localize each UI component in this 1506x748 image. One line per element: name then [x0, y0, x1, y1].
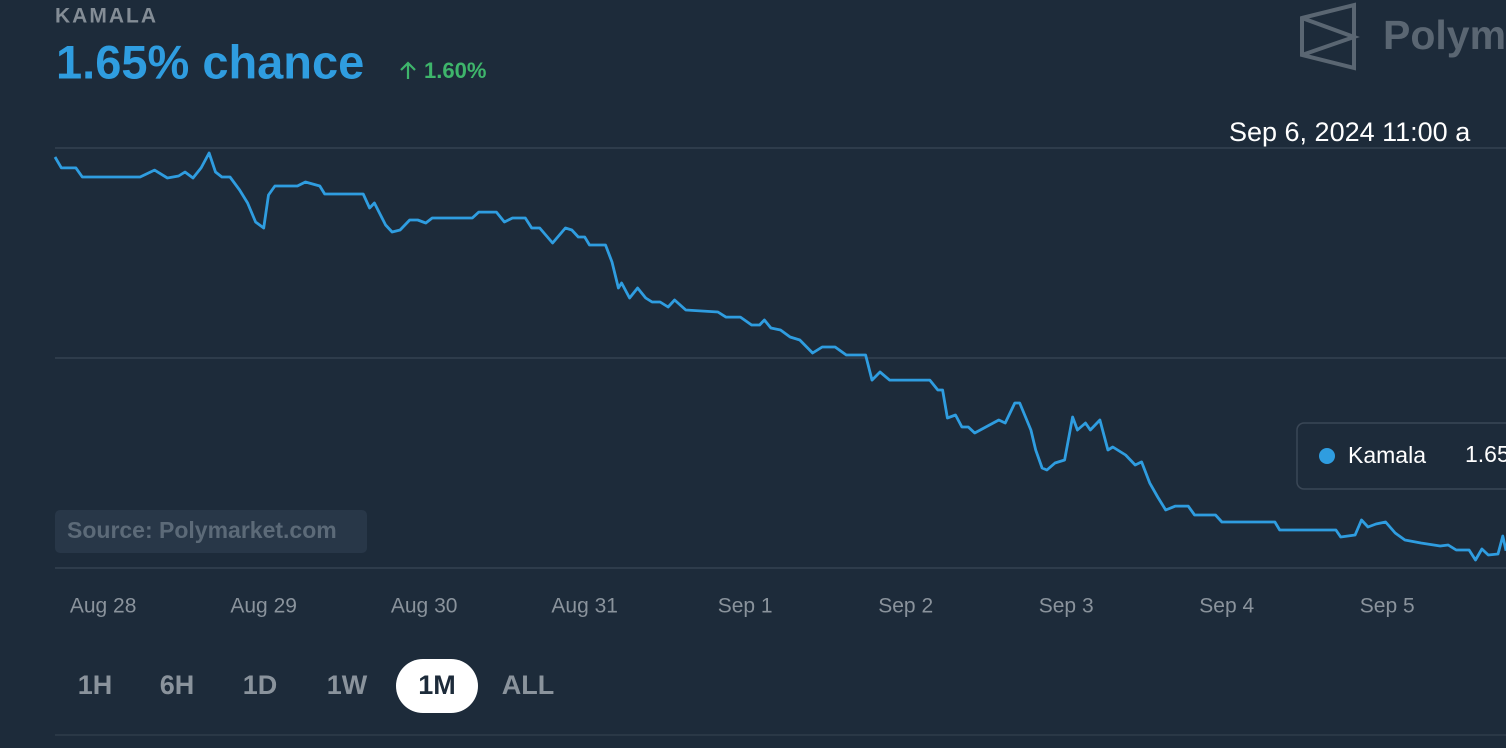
range-button[interactable]: 1D: [243, 670, 278, 700]
up-arrow: [400, 61, 416, 79]
range-button[interactable]: 1W: [327, 670, 368, 700]
legend-label: Kamala: [1348, 442, 1426, 468]
plot: Aug 28 Aug 29 Aug 30 Aug 31 Sep 1 Sep 2 Sep 3 S…: [53, 147, 1506, 618]
x-tick-label: Aug 29: [230, 595, 297, 618]
x-tick-label: Sep 1: [718, 595, 773, 618]
x-tick-label: Sep 4: [1199, 595, 1254, 618]
change: 1.60%: [424, 58, 486, 83]
legend: Kamala: [1319, 442, 1426, 468]
range-button[interactable]: 1M: [418, 670, 456, 700]
range-button[interactable]: 1H: [78, 670, 113, 700]
hover-value: 1.65: [1465, 441, 1506, 467]
logo-text: Polym: [1383, 12, 1506, 58]
legend-swatch: [1319, 448, 1335, 464]
x-tick-label: Sep 2: [878, 595, 933, 618]
legend-tooltip: [1296, 422, 1506, 490]
x-tick-label: Aug 28: [70, 595, 137, 618]
range-button-active[interactable]: [396, 659, 478, 713]
x-tick-label: Sep 5: [1360, 595, 1415, 618]
range-buttons: 1H 6H 1D 1W 1M ALL: [78, 659, 554, 713]
chance: 1.65% chance: [56, 35, 364, 88]
series-line: [53, 151, 1506, 562]
hover-time: Sep 6, 2024 11:00 a: [1229, 117, 1471, 147]
x-tick-label: Sep 3: [1039, 595, 1094, 618]
range-button[interactable]: ALL: [502, 670, 554, 700]
x-tick-label: Aug 30: [391, 595, 458, 618]
market-name: KAMALA: [55, 5, 158, 28]
source: Source: Polymarket.com: [67, 517, 337, 543]
x-tick-label: Aug 31: [551, 595, 618, 618]
range-button[interactable]: 6H: [160, 670, 195, 700]
logo-icon: [1300, 2, 1360, 71]
source-badge: [55, 510, 367, 553]
